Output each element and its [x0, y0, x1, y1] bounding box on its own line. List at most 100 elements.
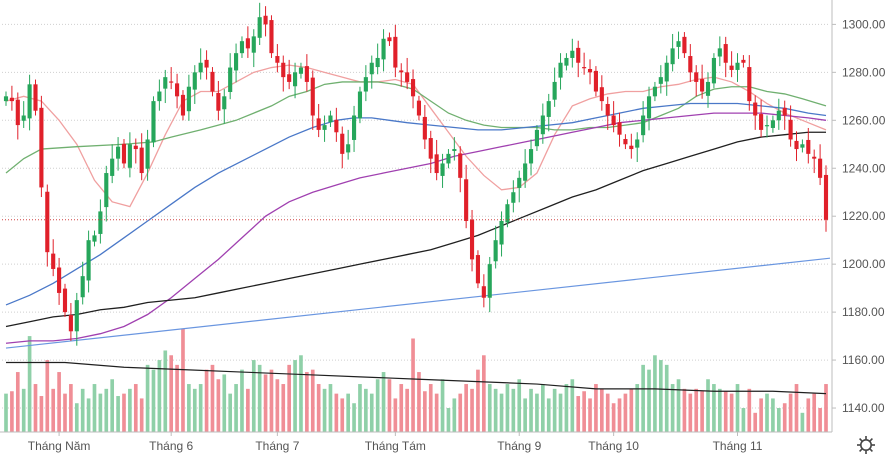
candle: [788, 105, 793, 147]
candle-body: [9, 97, 14, 102]
candle: [552, 67, 557, 107]
candle: [98, 199, 103, 244]
candle: [39, 95, 44, 198]
candle-body: [21, 115, 26, 121]
candle: [357, 86, 363, 124]
candle-body: [735, 62, 740, 70]
volume-bar: [69, 384, 73, 432]
candle-body: [316, 118, 321, 130]
trend-line: [5, 257, 831, 349]
volume-bar: [15, 372, 20, 432]
candle-body: [304, 66, 309, 82]
volume-bar: [541, 384, 545, 432]
candle-body: [469, 219, 475, 260]
candle-body: [192, 72, 197, 90]
candle: [458, 146, 463, 193]
volume-bar: [440, 379, 445, 432]
settings-button-bg[interactable]: [832, 432, 894, 471]
candle-body: [257, 17, 262, 38]
candle: [110, 144, 115, 184]
candle: [776, 98, 781, 130]
candle: [92, 230, 97, 247]
candle: [239, 36, 245, 58]
volume-bar: [299, 355, 303, 432]
candle-body: [558, 62, 563, 78]
candle-body: [564, 57, 569, 66]
candle: [322, 115, 327, 142]
candle-body: [428, 138, 433, 159]
candle-body: [204, 59, 209, 68]
candle-body: [517, 177, 522, 188]
candle: [369, 55, 374, 89]
volume-bar: [464, 384, 468, 432]
candle: [735, 53, 740, 82]
volume-bar: [21, 388, 26, 432]
candle: [540, 103, 545, 144]
candle: [823, 165, 829, 232]
volume-bar: [759, 398, 763, 432]
candle: [564, 53, 569, 71]
volume-bar: [688, 393, 693, 432]
candle: [186, 74, 191, 121]
candle-body: [464, 179, 469, 221]
volume-bar: [782, 403, 787, 432]
volume-bar: [753, 412, 758, 432]
candle: [635, 132, 640, 163]
candle: [393, 24, 398, 78]
candle-body: [363, 77, 368, 92]
price-tick-label: 1220.00: [842, 209, 886, 223]
candle-body: [310, 77, 315, 116]
candle-body: [582, 67, 587, 69]
candle: [257, 2, 262, 46]
candle-body: [635, 139, 640, 148]
candle: [652, 81, 657, 102]
gear-icon: [857, 436, 875, 454]
volume-bar: [458, 393, 463, 432]
candle: [705, 72, 711, 108]
candle-body: [593, 70, 598, 92]
volume-bar: [275, 379, 280, 432]
candle: [694, 65, 699, 97]
candle: [163, 69, 168, 104]
settings-button[interactable]: [832, 432, 894, 471]
volume-bar: [210, 364, 215, 432]
candle: [605, 96, 610, 130]
candle: [204, 50, 209, 80]
candle: [169, 67, 174, 90]
candle: [33, 79, 38, 116]
candle-body: [45, 191, 50, 253]
candle-body: [711, 57, 716, 84]
candle: [381, 29, 386, 72]
candle: [611, 101, 616, 133]
volume-bar: [151, 369, 156, 432]
candle-body: [239, 41, 245, 54]
volume-average-path: [6, 361, 827, 395]
candle-body: [664, 62, 669, 82]
candle: [587, 59, 593, 85]
candle: [363, 65, 368, 102]
candle-body: [275, 56, 280, 63]
candle: [676, 31, 681, 59]
candle-body: [587, 68, 593, 73]
candle: [434, 139, 439, 181]
volume-bar: [310, 369, 315, 432]
volume-average-line: [6, 361, 827, 395]
candle: [287, 59, 292, 90]
candle: [216, 80, 221, 121]
candle-body: [806, 139, 811, 154]
volume-bar: [452, 398, 457, 432]
volume-bar: [198, 384, 203, 432]
volume-bar: [470, 388, 474, 432]
candle: [517, 170, 522, 203]
candle-body: [351, 115, 357, 140]
volume-bar: [381, 372, 386, 432]
candle-body: [723, 44, 728, 63]
candle: [127, 132, 132, 178]
candle-body: [534, 129, 539, 147]
volume-bar: [717, 388, 722, 432]
candle-body: [98, 211, 103, 234]
volume-bar: [617, 398, 622, 432]
candle: [375, 43, 380, 75]
candle: [711, 53, 716, 89]
